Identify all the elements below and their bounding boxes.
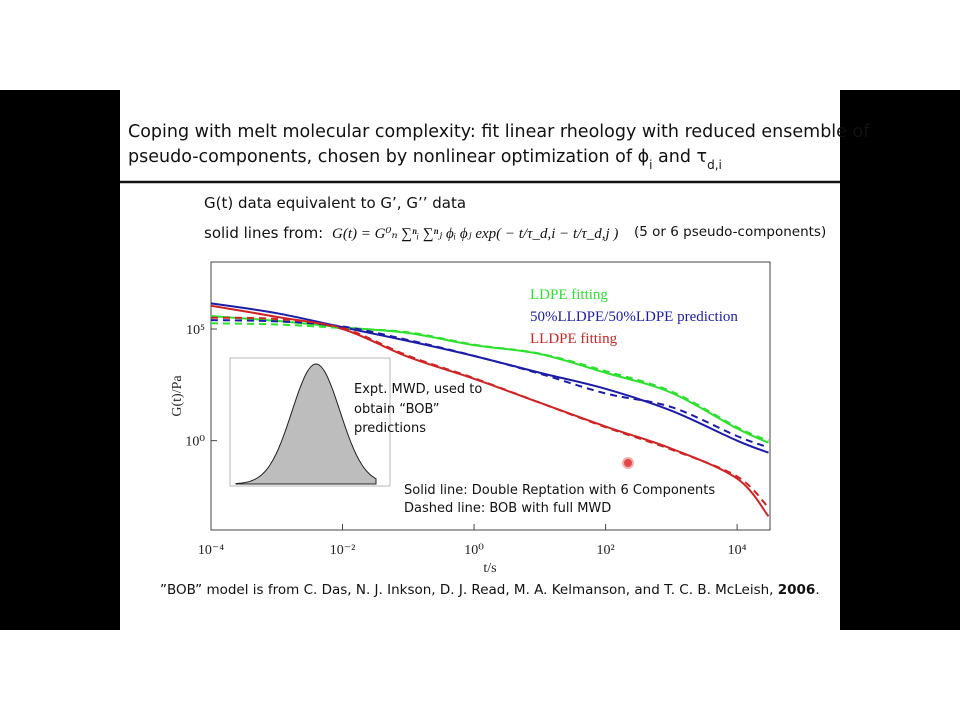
footnote-year: 2006 [778,582,816,598]
y-axis-label: G(t)/Pa [170,375,185,417]
x-axis-label: t/s [483,561,496,576]
cursor-dot [622,457,634,469]
left-letterbox [0,90,120,630]
text-line: G(t) data equivalent to G’, G’’ data [204,194,466,212]
x-tick-label: 10² [596,543,614,558]
legend-entry: LDPE fitting [530,287,608,303]
title-segment: ϕ [638,147,650,167]
footnote: ”BOB” model is from C. Das, N. J. Inkson… [160,582,820,598]
annotation: obtain “BOB” [354,402,439,417]
right-letterbox [840,90,960,630]
legend-entry: LLDPE fitting [530,331,618,347]
inset-mwd [229,357,391,487]
formula: G(t) = G⁰ₙ ∑ⁿᵢ ∑ⁿⱼ ϕᵢ ϕⱼ exp( − t/τ_d,i … [332,226,618,242]
annotation: Dashed line: BOB with full MWD [404,501,611,516]
legend-entry: 50%LLDPE/50%LDPE prediction [530,309,738,325]
x-tick-label: 10⁴ [728,543,747,558]
title-line: Coping with melt molecular complexity: f… [128,122,870,142]
solid-line [210,302,769,454]
text-line: (5 or 6 pseudo-components) [634,224,826,240]
annotation: Expt. MWD, used to [354,382,482,397]
x-tick-label: 10⁻² [330,543,356,558]
x-tick-label: 10⁰ [464,543,484,558]
footnote-text: ”BOB” model is from C. Das, N. J. Inkson… [160,582,778,598]
title-line: pseudo-components, chosen by nonlinear o… [128,147,722,172]
annotation: Solid line: Double Reptation with 6 Comp… [404,483,715,498]
annotation: predictions [354,421,426,436]
x-tick-label: 10⁻⁴ [198,543,224,558]
text-line: solid lines from: [204,224,323,242]
footnote-end: . [815,582,819,598]
title-segment: τ [697,147,708,167]
y-tick-label: 10⁵ [186,323,205,338]
title-segment: d,i [707,158,722,172]
title-segment: and [652,147,696,167]
title-segment: pseudo-components, chosen by nonlinear o… [128,147,638,167]
title-segment: i [649,158,652,172]
inset-distribution [235,363,377,485]
dashed-line [210,316,770,509]
y-tick-label: 10⁰ [185,435,205,450]
dashed-line [210,319,769,449]
dashed-line [210,322,769,442]
